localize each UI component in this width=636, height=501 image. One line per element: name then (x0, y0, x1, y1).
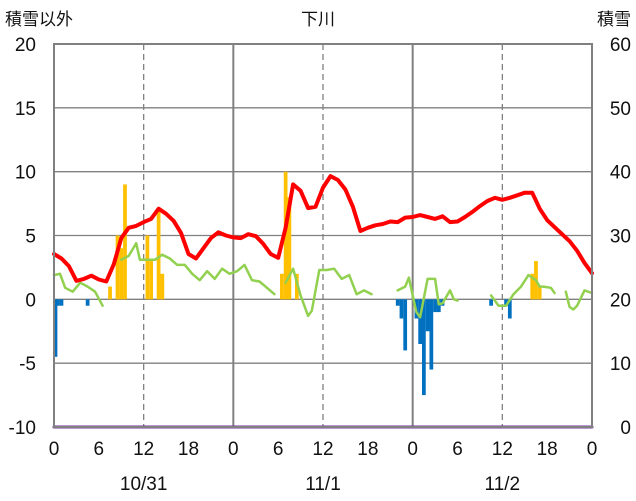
left-tick-labels: 20 15 10 5 0 -5 -10 (9, 35, 36, 439)
left-tick-label: 10 (15, 163, 36, 184)
x-tick-label: 0 (587, 439, 598, 460)
x-tick-label: 0 (49, 439, 60, 460)
left-tick-label: -10 (9, 418, 36, 439)
bar (160, 273, 165, 300)
left-tick-label: 15 (15, 99, 36, 120)
left-tick-label: 0 (25, 290, 36, 311)
x-tick-label: 18 (537, 439, 558, 460)
right-tick-label: 40 (610, 163, 631, 184)
bar (436, 299, 441, 313)
bar (504, 299, 508, 306)
right-tick-label: 60 (610, 35, 631, 56)
right-tick-label: 50 (610, 99, 631, 120)
right-tick-label: 30 (610, 227, 631, 248)
bar (53, 299, 58, 357)
bar (429, 299, 434, 370)
right-axis-label: 積雪 (597, 10, 631, 30)
x-tick-label: 12 (312, 439, 333, 460)
bar (507, 299, 512, 319)
bar (59, 299, 64, 306)
bar (530, 273, 535, 300)
x-tick-label: 12 (492, 439, 513, 460)
x-tick-label: 12 (133, 439, 154, 460)
series-line (284, 267, 373, 318)
left-tick-label: 20 (15, 35, 36, 56)
day-label: 11/1 (305, 474, 341, 495)
bar (156, 209, 161, 300)
x-tick-label: 6 (452, 439, 463, 460)
left-tick-label: 5 (25, 227, 36, 248)
right-tick-label: 10 (610, 354, 631, 375)
series-line (489, 273, 556, 307)
x-tick-label: 18 (357, 439, 378, 460)
bar (399, 299, 404, 319)
right-tick-label: 20 (610, 290, 631, 311)
bar (119, 248, 124, 300)
bar (55, 299, 60, 306)
bar (115, 235, 120, 300)
bar (537, 286, 542, 300)
series-line (120, 241, 276, 296)
bar (422, 299, 426, 396)
bar (395, 299, 400, 306)
day-label: 11/2 (485, 474, 521, 495)
x-tick-label: 0 (407, 439, 418, 460)
day-labels: 10/31 11/1 11/2 (120, 474, 520, 495)
chart-title: 下川 (301, 10, 335, 30)
bar (425, 299, 430, 332)
bar (489, 299, 493, 306)
bar (123, 184, 127, 300)
bar (287, 197, 292, 300)
series-line (564, 289, 594, 311)
x-tick-label: 18 (178, 439, 199, 460)
right-tick-labels: 60 50 40 30 20 10 0 (610, 35, 631, 439)
series-line (396, 276, 459, 319)
right-tick-label: 0 (620, 418, 631, 439)
series-line (52, 174, 594, 284)
x-tick-label: 6 (273, 439, 284, 460)
plot-frame (53, 43, 593, 428)
left-tick-label: -5 (19, 354, 36, 375)
left-axis-label: 積雪以外 (5, 10, 73, 30)
gridlines (54, 44, 592, 427)
bar (433, 299, 437, 313)
bar (418, 299, 423, 345)
bar (149, 261, 154, 300)
x-tick-label: 6 (94, 439, 105, 460)
x-tick-label: 0 (228, 439, 239, 460)
bar (403, 299, 408, 351)
day-label: 10/31 (120, 474, 168, 495)
bar (145, 235, 150, 300)
x-tick-labels: 0 6 12 18 0 6 12 18 0 6 12 18 0 (49, 439, 598, 460)
bar (85, 299, 90, 306)
series-line (52, 272, 104, 307)
bar (108, 286, 112, 300)
bar (280, 273, 284, 300)
